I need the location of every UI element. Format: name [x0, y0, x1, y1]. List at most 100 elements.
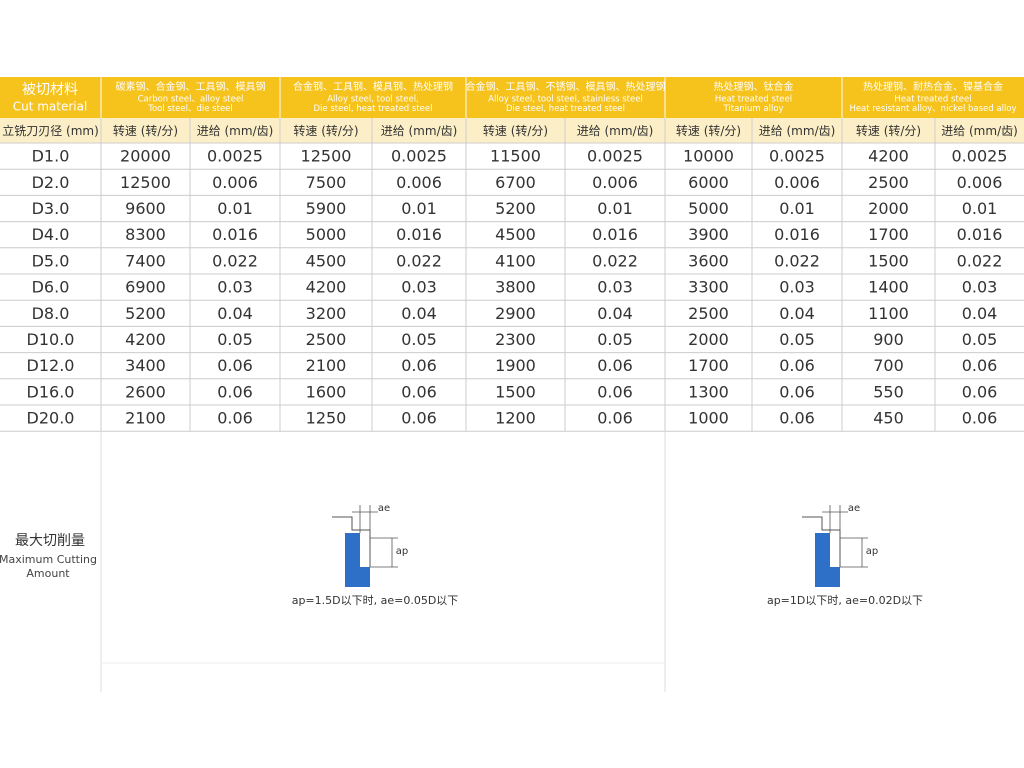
group-en: Heat treated steel: [715, 95, 792, 105]
cell: 1000: [688, 409, 729, 428]
cell: 4200: [868, 147, 909, 166]
group-en: Die steel, heat treated steel: [506, 104, 625, 114]
cell: 0.04: [401, 304, 437, 323]
cell: 0.05: [962, 330, 998, 349]
cell: 0.022: [957, 251, 1003, 270]
cell: 1250: [306, 409, 347, 428]
cell: 0.05: [779, 330, 815, 349]
cell: 6700: [495, 173, 536, 192]
column-header: 转速 (转/分): [293, 123, 358, 138]
cell: 0.016: [774, 225, 820, 244]
cell: 0.03: [962, 278, 998, 297]
cell: 0.06: [401, 409, 437, 428]
ap-label: ap: [396, 546, 408, 557]
cell: 2100: [125, 409, 166, 428]
cut-diagram: ae ap: [332, 503, 408, 587]
cell: 0.006: [957, 173, 1003, 192]
cell: 0.06: [962, 409, 998, 428]
cell: 0.05: [217, 330, 253, 349]
cell: 0.0025: [207, 147, 263, 166]
cell: 0.006: [212, 173, 258, 192]
cell: 4200: [306, 278, 347, 297]
group-en: Tool steel、die steel: [147, 104, 233, 114]
cell: 4500: [495, 225, 536, 244]
cell: 4500: [306, 251, 347, 270]
column-header: 进给 (mm/齿): [941, 124, 1018, 138]
cell: 5900: [306, 199, 347, 218]
cell: 0.006: [396, 173, 442, 192]
max-cut-en: Maximum Cutting: [0, 553, 97, 566]
cell: 0.06: [217, 356, 253, 375]
cell: 2000: [688, 330, 729, 349]
column-header: 进给 (mm/齿): [759, 124, 836, 138]
cell: 0.06: [962, 382, 998, 401]
cell: 3400: [125, 356, 166, 375]
cell: 0.016: [212, 225, 258, 244]
group-zh: 热处理钢、耐热合金、镍基合金: [863, 80, 1003, 93]
group-en: Alloy steel, tool steel, stainless steel: [488, 95, 643, 105]
header-en: Cut material: [13, 100, 88, 114]
cell: 0.022: [396, 251, 442, 270]
cell: D3.0: [32, 199, 70, 218]
group-en: Die steel, heat treated steel: [313, 104, 432, 114]
cell: 0.06: [779, 356, 815, 375]
cell: 0.0025: [587, 147, 643, 166]
cell: 0.0025: [952, 147, 1008, 166]
group-zh: 热处理钢、钛合金: [714, 80, 794, 93]
cell: 3600: [688, 251, 729, 270]
cell: 0.01: [779, 199, 815, 218]
cell: 0.0025: [391, 147, 447, 166]
cell: 0.06: [779, 382, 815, 401]
cell: 6000: [688, 173, 729, 192]
cell: 1200: [495, 409, 536, 428]
cell: 1300: [688, 382, 729, 401]
cell: 0.006: [592, 173, 638, 192]
group-zh: 合金钢、工具钢、不锈钢、模具钢、热处理钢: [466, 80, 666, 93]
cell: 0.022: [592, 251, 638, 270]
cell: 2000: [868, 199, 909, 218]
cell: 0.06: [962, 356, 998, 375]
cell: 1400: [868, 278, 909, 297]
cell: D8.0: [32, 304, 70, 323]
cell: 0.06: [401, 356, 437, 375]
max-cut-en: Amount: [26, 567, 70, 580]
cell: 20000: [120, 147, 171, 166]
cell: D2.0: [32, 173, 70, 192]
column-header: 转速 (转/分): [856, 123, 921, 138]
cell: 2500: [688, 304, 729, 323]
cell: 1700: [688, 356, 729, 375]
cell: 5000: [306, 225, 347, 244]
cutter-outline: [802, 516, 841, 567]
column-header: 转速 (转/分): [113, 123, 178, 138]
cell: 0.016: [957, 225, 1003, 244]
cell: D4.0: [32, 225, 70, 244]
cell: 2300: [495, 330, 536, 349]
cell: 7400: [125, 251, 166, 270]
column-header: 进给 (mm/齿): [197, 124, 274, 138]
workpiece: [345, 533, 370, 587]
cell: 0.03: [779, 278, 815, 297]
cell: 12500: [301, 147, 352, 166]
cell: 3800: [495, 278, 536, 297]
cell: D6.0: [32, 278, 70, 297]
cell: 4100: [495, 251, 536, 270]
header-band: [0, 77, 1024, 118]
cut-diagram: ae ap: [802, 503, 878, 587]
cell: 0.022: [212, 251, 258, 270]
cell: D12.0: [27, 356, 75, 375]
cell: 0.05: [401, 330, 437, 349]
group-en: Heat resistant alloy、nickel based alloy: [849, 104, 1016, 114]
cell: 0.04: [217, 304, 253, 323]
group-en: Carbon steel、alloy steel: [138, 95, 244, 105]
cell: 2100: [306, 356, 347, 375]
ae-label: ae: [378, 503, 390, 514]
group-en: Heat treated steel: [894, 95, 971, 105]
cell: 0.016: [592, 225, 638, 244]
cell: 1500: [495, 382, 536, 401]
cell: 5200: [495, 199, 536, 218]
cell: 0.04: [779, 304, 815, 323]
cell: 0.022: [774, 251, 820, 270]
cell: 1100: [868, 304, 909, 323]
cell: 0.01: [962, 199, 998, 218]
